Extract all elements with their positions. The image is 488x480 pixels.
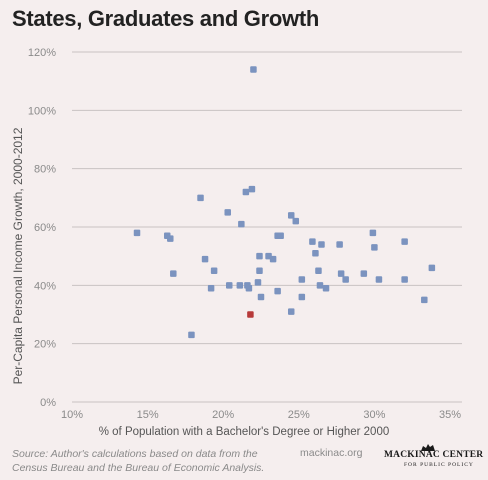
- site-url[interactable]: mackinac.org: [300, 447, 363, 459]
- y-tick-labels: 0% 20% 40% 60% 80% 100% 120%: [28, 47, 56, 409]
- data-point[interactable]: [210, 267, 218, 275]
- data-point[interactable]: [277, 232, 284, 240]
- data-point[interactable]: [133, 229, 141, 237]
- data-point[interactable]: [274, 287, 281, 295]
- y-tick-label: 120%: [28, 47, 56, 59]
- gridlines: [72, 51, 462, 403]
- data-point[interactable]: [401, 276, 408, 283]
- logo-sub-text: FOR PUBLIC POLICY: [404, 462, 474, 468]
- data-point[interactable]: [428, 264, 436, 272]
- data-point[interactable]: [298, 293, 306, 301]
- data-point[interactable]: [322, 285, 330, 292]
- data-point[interactable]: [309, 238, 316, 245]
- data-point[interactable]: [197, 194, 204, 202]
- data-point[interactable]: [369, 229, 377, 237]
- x-tick-labels: 10% 15% 20% 25% 30% 35%: [61, 409, 461, 421]
- data-point[interactable]: [269, 255, 277, 263]
- data-point[interactable]: [336, 241, 343, 248]
- x-tick-label: 20%: [212, 409, 234, 421]
- x-tick-label: 15%: [137, 409, 159, 421]
- data-point[interactable]: [337, 270, 345, 277]
- data-point[interactable]: [224, 209, 231, 216]
- data-point[interactable]: [312, 250, 319, 257]
- data-point[interactable]: [236, 282, 244, 289]
- data-point[interactable]: [257, 293, 265, 301]
- data-point[interactable]: [342, 276, 349, 283]
- data-point[interactable]: [292, 217, 300, 225]
- data-point[interactable]: [287, 308, 295, 315]
- data-point[interactable]: [254, 279, 262, 286]
- data-point[interactable]: [421, 296, 428, 304]
- data-point[interactable]: [298, 276, 306, 283]
- data-point[interactable]: [315, 267, 322, 275]
- data-point[interactable]: [201, 255, 209, 263]
- data-point[interactable]: [245, 285, 253, 292]
- data-point[interactable]: [250, 66, 257, 73]
- chart-title: States, Graduates and Growth: [12, 6, 320, 31]
- x-tick-label: 30%: [363, 409, 385, 421]
- x-tick-label: 25%: [288, 409, 310, 421]
- y-tick-label: 60%: [34, 222, 56, 234]
- data-point[interactable]: [287, 212, 295, 219]
- y-tick-label: 80%: [34, 164, 56, 176]
- x-tick-label: 10%: [61, 409, 83, 421]
- michigan-mark-icon: [421, 444, 435, 451]
- x-tick-label: 35%: [439, 409, 461, 421]
- data-point[interactable]: [238, 220, 245, 228]
- data-point[interactable]: [170, 270, 177, 277]
- source-note: Source: Author's calculations based on d…: [12, 447, 264, 475]
- data-point[interactable]: [225, 282, 233, 289]
- y-tick-label: 0%: [40, 397, 56, 409]
- x-axis-label: % of Population with a Bachelor's Degree…: [99, 426, 390, 438]
- data-point[interactable]: [248, 185, 256, 193]
- source-line-2: Census Bureau and the Bureau of Economic…: [12, 462, 265, 474]
- data-point[interactable]: [375, 276, 383, 283]
- mackinac-center-logo: MACKINAC CENTER FOR PUBLIC POLICY: [384, 444, 484, 472]
- data-point[interactable]: [167, 235, 174, 242]
- highlighted-data-point[interactable]: [247, 311, 254, 318]
- y-tick-label: 100%: [28, 105, 56, 117]
- data-point[interactable]: [256, 252, 263, 260]
- y-tick-label: 20%: [34, 339, 56, 351]
- data-point[interactable]: [207, 285, 215, 292]
- logo-main-text: MACKINAC CENTER: [384, 450, 484, 460]
- data-point[interactable]: [188, 331, 195, 339]
- data-point[interactable]: [316, 282, 324, 289]
- data-point[interactable]: [371, 244, 378, 251]
- data-points: [133, 66, 436, 339]
- data-point[interactable]: [318, 241, 325, 248]
- data-point[interactable]: [401, 238, 408, 245]
- y-axis-label: Per-Capita Personal Income Growth, 2000-…: [11, 127, 25, 384]
- data-point[interactable]: [360, 270, 368, 277]
- data-point[interactable]: [256, 267, 263, 275]
- data-point[interactable]: [242, 188, 250, 196]
- y-tick-label: 40%: [34, 280, 56, 292]
- source-line-1: Source: Author's calculations based on d…: [12, 448, 258, 460]
